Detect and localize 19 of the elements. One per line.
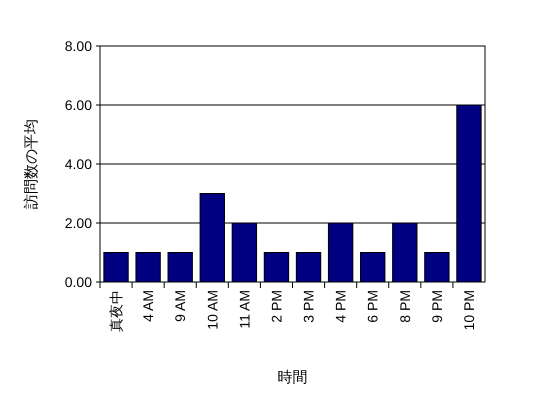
x-tick-label: 真夜中 bbox=[108, 290, 124, 332]
x-tick-label: 11 AM bbox=[236, 290, 252, 329]
y-tick-label: 6.00 bbox=[64, 97, 92, 113]
x-tick-label: 9 PM bbox=[428, 290, 445, 323]
x-tick-label: 9 AM bbox=[172, 290, 188, 322]
x-tick-label: 10 AM bbox=[204, 290, 220, 330]
y-tick-label: 8.00 bbox=[64, 38, 92, 54]
y-axis-title: 訪問数の平均 bbox=[23, 119, 40, 209]
x-axis-title: 時間 bbox=[278, 369, 308, 386]
x-tick-label: 3 PM bbox=[300, 290, 317, 323]
x-tick-label: 8 PM bbox=[396, 290, 413, 323]
y-tick-label: 4.00 bbox=[64, 156, 92, 172]
x-tick-label: 10 PM bbox=[460, 290, 477, 330]
y-tick-label: 2.00 bbox=[64, 215, 92, 231]
y-tick-label: 0.00 bbox=[64, 274, 92, 290]
x-tick-label: 4 PM bbox=[332, 290, 349, 323]
x-tick-label: 6 PM bbox=[364, 290, 381, 323]
x-tick-label: 2 PM bbox=[268, 290, 284, 323]
x-tick-label: 4 AM bbox=[140, 290, 156, 322]
